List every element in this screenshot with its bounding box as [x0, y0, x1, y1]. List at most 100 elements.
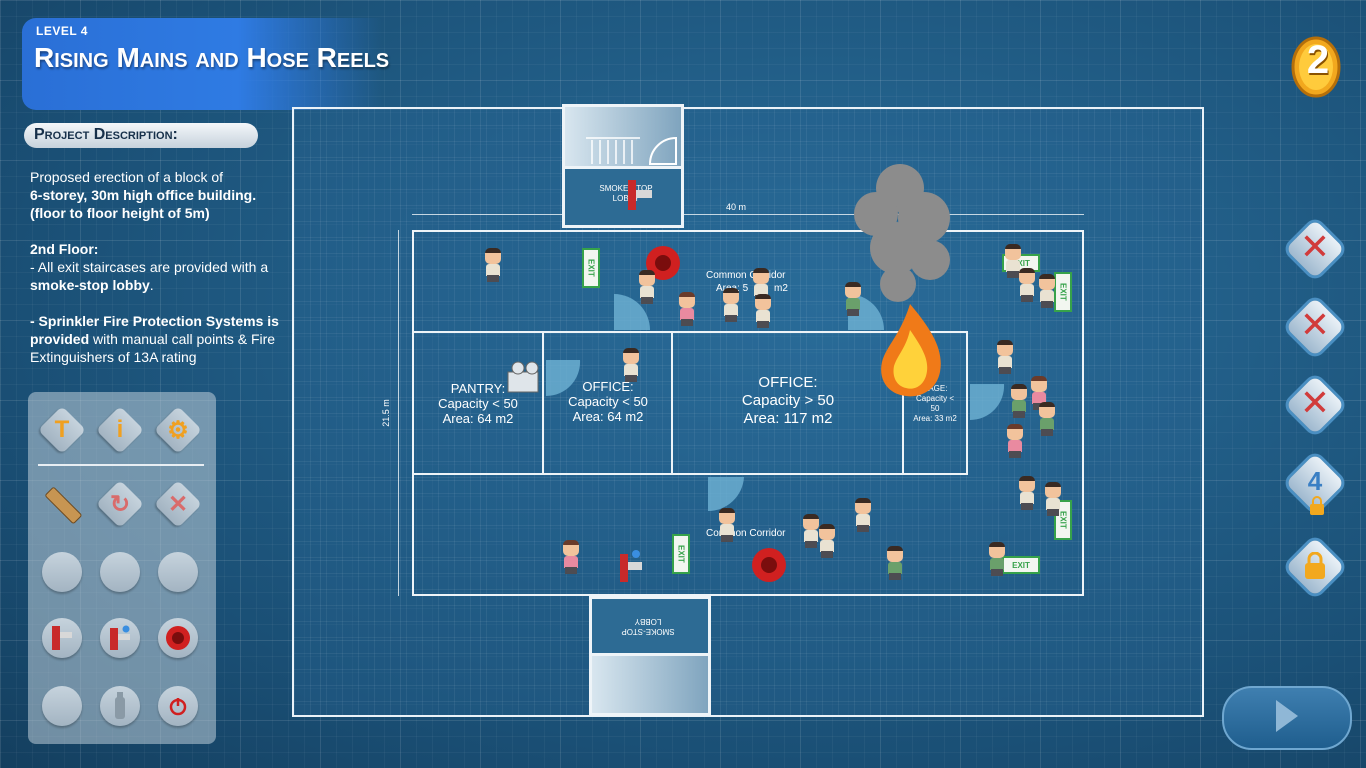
smoke-stop-lobby-bottom-label: SMOKE-STOP LOBBY [621, 617, 675, 636]
fire-icon [881, 304, 941, 397]
crossed-icon: ✕ [1299, 382, 1331, 423]
door-top-left [614, 294, 650, 330]
office1-area: Area: 64 m2 [572, 409, 644, 424]
undo-tool-button[interactable]: ↻ [95, 479, 145, 529]
level-label: LEVEL 4 [36, 24, 88, 38]
level-4-button[interactable]: 4 [1285, 453, 1345, 515]
occupant-icon [720, 288, 742, 322]
dry-riser-tool[interactable] [40, 616, 84, 660]
desc-line2-pre: - All exit staircases are provided with … [30, 259, 269, 275]
pantry-capacity: Capacity < 50 [438, 396, 518, 411]
level-4-number: 4 [1307, 466, 1323, 496]
dimension-width-label: 40 m [726, 202, 747, 212]
desc-line2-post: . [149, 277, 154, 293]
next-arrow-icon [1276, 700, 1298, 732]
occupant-icon [620, 348, 642, 382]
level-1-button[interactable]: ✕ [1285, 219, 1345, 279]
storage-capacity: Capacity < [915, 394, 955, 403]
occupant-icon [560, 540, 582, 574]
office2-capacity: Capacity > 50 [741, 392, 835, 409]
extinguisher-base-tool[interactable] [40, 684, 84, 728]
office1-name: OFFICE: [582, 379, 634, 394]
wet-riser-placed-icon[interactable] [618, 548, 646, 584]
occupant-icon [986, 542, 1008, 576]
occupant-icon [1016, 476, 1038, 510]
info-icon: i [116, 416, 124, 443]
undo-icon: ↻ [109, 490, 131, 518]
level-2-button[interactable]: ✕ [1285, 297, 1345, 357]
hose-reel-placed-icon[interactable] [750, 546, 788, 584]
building-wall-top [412, 230, 1084, 232]
alarm-tool[interactable] [156, 550, 200, 594]
smoke-stop-lobby-bottom [589, 596, 711, 656]
project-description-pill [24, 123, 258, 148]
room-wall-1 [542, 331, 544, 475]
room-wall-top [412, 331, 968, 333]
occupant-icon [636, 270, 658, 304]
power-tool[interactable] [156, 684, 200, 728]
pantry-label: PANTRY: Capacity < 50 Area: 64 m2 [416, 381, 540, 426]
floor-heading: 2nd Floor: [30, 241, 99, 257]
wet-riser-tool[interactable] [98, 616, 142, 660]
occupant-icon [816, 524, 838, 558]
door-bottom [708, 477, 744, 512]
exit-sign[interactable]: EXIT [582, 248, 600, 288]
room-wall-bottom [412, 473, 968, 475]
storage-area: Area: 33 m2 [913, 414, 957, 423]
occupant-icon [1004, 424, 1026, 458]
text-tool-button[interactable]: T [37, 405, 87, 455]
exit-sign[interactable]: EXIT [1054, 272, 1072, 312]
occupant-icon [842, 282, 864, 316]
building-wall-right [1082, 230, 1084, 596]
occupant-icon [994, 340, 1016, 374]
settings-tool-button[interactable]: ⚙ [153, 405, 203, 455]
exit-sign[interactable]: EXIT [672, 534, 690, 574]
occupant-icon [884, 546, 906, 580]
info-tool-button[interactable]: i [95, 405, 145, 455]
smoke-stop-lobby-top-label: SMOKE-STOP LOBBY [599, 184, 653, 203]
occupant-icon [752, 294, 774, 328]
occupant-icon [1036, 274, 1058, 308]
crossed-icon: ✕ [1299, 226, 1331, 267]
level-5-button[interactable] [1285, 537, 1345, 597]
building-wall-bottom [412, 594, 1084, 596]
occupant-icon [1016, 268, 1038, 302]
office2-area: Area: 117 m2 [743, 410, 833, 427]
occupant-icon [1008, 384, 1030, 418]
desc-line3-bold: - Sprinkler Fire Protection Systems is p… [30, 313, 279, 347]
corridor-top-area-end: m2 [774, 283, 788, 294]
ruler-icon [45, 487, 82, 524]
hose-reel-tool[interactable] [156, 616, 200, 660]
letter-T-icon: T [54, 416, 70, 443]
project-description-text: Proposed erection of a block of 6-storey… [30, 168, 280, 366]
dimension-line-height [398, 230, 399, 596]
exit-sign-green-tool[interactable] [98, 550, 142, 594]
desc-line3-post: with manual call points & Fire Extinguis… [30, 331, 276, 365]
delete-tool-button[interactable]: ✕ [153, 479, 203, 529]
occupant-icon [1036, 402, 1058, 436]
occupant-icon [1002, 244, 1024, 278]
power-icon [169, 698, 187, 716]
occupant-icon [1042, 482, 1064, 516]
extinguisher-icon [115, 692, 125, 719]
level-3-button[interactable]: ✕ [1285, 375, 1345, 435]
desc-bold1: 6-storey, 30m high office building. (flo… [30, 187, 257, 221]
projector-icon [507, 361, 539, 393]
occupant-icon [716, 508, 738, 542]
exit-sign-tool[interactable] [40, 550, 84, 594]
wet-riser-icon [110, 625, 130, 650]
smoke-icon [854, 164, 950, 302]
occupant-icon [676, 292, 698, 326]
gear-icon: ⚙ [167, 416, 189, 444]
occupant-icon [852, 498, 874, 532]
coin-counter-icon [1291, 36, 1341, 98]
storage-name: RAGE: [922, 384, 948, 393]
dry-riser-placed-icon[interactable] [624, 178, 658, 214]
crossed-icon: ✕ [1299, 304, 1331, 345]
hose-reel-placed-icon[interactable] [644, 244, 682, 282]
storage-capacity-2: 50 [930, 404, 940, 413]
close-icon: ✕ [167, 490, 189, 518]
title-banner [22, 18, 382, 110]
extinguisher-tool[interactable] [98, 684, 142, 728]
ruler-tool-button[interactable] [40, 482, 84, 526]
